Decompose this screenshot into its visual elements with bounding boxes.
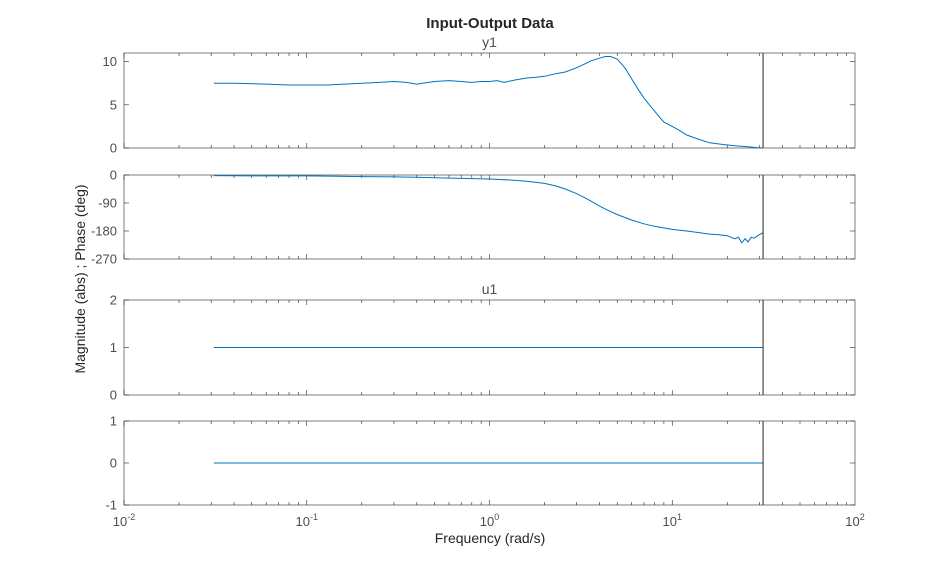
axes-box: [123, 52, 856, 149]
y-tick-label: -1: [105, 498, 117, 513]
series-line-y1-phase: [213, 175, 764, 244]
x-tick-base: 10: [296, 514, 310, 529]
y-tick-label: 0: [110, 141, 117, 156]
x-tick-label: 10-2: [113, 512, 135, 529]
axes-u1-phase: -1 0 1: [105, 414, 856, 513]
panel-subtitle: u1: [482, 281, 498, 297]
x-tick-base: 10: [845, 514, 859, 529]
x-tick-exponent: -1: [310, 512, 318, 522]
series-line-y1-magnitude: [213, 56, 764, 149]
y-tick-label: 0: [110, 388, 117, 403]
y-tick-label: -90: [98, 196, 117, 211]
chart-title: Input-Output Data: [426, 15, 554, 32]
axes-box: [123, 174, 856, 260]
y-tick-label: 2: [110, 293, 117, 308]
x-tick-exponent: 2: [860, 512, 865, 522]
x-tick-label: 102: [845, 512, 864, 529]
x-tick-exponent: 1: [677, 512, 682, 522]
x-tick-base: 10: [113, 514, 127, 529]
y-tick-label: 0: [110, 456, 117, 471]
axes-y1-magnitude: 0 5 10 y1: [103, 34, 856, 156]
x-tick-base: 10: [663, 514, 677, 529]
x-tick-label: 10-1: [296, 512, 318, 529]
y-tick-label: 10: [103, 54, 117, 69]
y-axis-label: Magnitude (abs) ; Phase (deg): [72, 184, 88, 373]
x-tick-label: 100: [480, 512, 499, 529]
y-tick-label: -180: [91, 224, 117, 239]
x-tick-base: 10: [480, 514, 494, 529]
y-tick-label: 1: [110, 340, 117, 355]
y-tick-label: 0: [110, 168, 117, 183]
x-tick-exponent: 0: [494, 512, 499, 522]
axes-y1-phase: 0 -90 -180 -270: [91, 168, 856, 267]
y-tick-label: 1: [110, 414, 117, 429]
axes-u1-magnitude: 0 1 2 u1: [110, 281, 856, 403]
x-tick-label: 101: [663, 512, 682, 529]
panel-subtitle: y1: [482, 34, 497, 50]
y-tick-label: -270: [91, 252, 117, 267]
x-axis-label: Frequency (rad/s): [435, 530, 545, 546]
y-tick-label: 5: [110, 97, 117, 112]
x-tick-exponent: -2: [127, 512, 135, 522]
